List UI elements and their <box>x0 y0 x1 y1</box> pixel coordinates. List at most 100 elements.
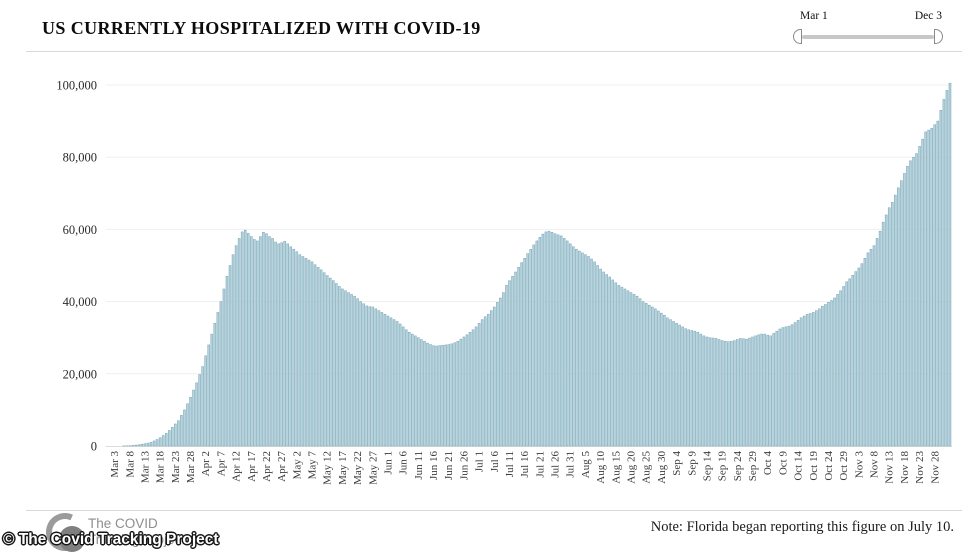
x-tick-label: May 27 <box>367 451 379 485</box>
bar <box>556 234 560 447</box>
bar <box>778 328 782 447</box>
bar <box>517 267 520 447</box>
bar <box>900 180 903 447</box>
bar <box>301 256 305 447</box>
bar <box>444 344 447 447</box>
bar <box>505 285 508 447</box>
bar <box>511 276 514 447</box>
bar <box>353 295 356 447</box>
bar <box>262 232 265 447</box>
bar <box>161 435 165 447</box>
bar <box>332 280 335 447</box>
bar <box>921 138 924 447</box>
bar <box>641 301 645 447</box>
slider-right-handle[interactable] <box>934 29 943 44</box>
bar <box>584 254 587 447</box>
bar <box>158 437 162 447</box>
bar <box>392 319 396 447</box>
y-tick-label: 40,000 <box>63 295 97 309</box>
bar <box>480 319 484 447</box>
y-tick-label: 60,000 <box>63 223 97 237</box>
bar <box>265 233 268 447</box>
bar <box>599 268 602 447</box>
bar <box>681 326 684 447</box>
bar <box>635 295 639 447</box>
bar <box>310 261 314 447</box>
bar <box>760 333 763 447</box>
bar <box>313 264 317 447</box>
bar <box>322 272 326 447</box>
bar <box>748 337 751 447</box>
bar <box>693 330 697 447</box>
bar <box>869 248 873 447</box>
bar <box>304 258 308 447</box>
bar <box>894 194 897 447</box>
bar <box>799 317 803 447</box>
bar <box>711 337 715 447</box>
x-tick-label: Jul 21 <box>534 451 546 478</box>
bar <box>411 333 414 447</box>
bar <box>650 306 654 447</box>
bar <box>407 332 411 447</box>
bar <box>572 246 575 447</box>
bar <box>851 274 855 447</box>
x-tick-label: Mar 13 <box>139 451 151 484</box>
bar <box>638 298 642 447</box>
bar <box>134 444 138 447</box>
bar <box>930 128 934 447</box>
bar <box>316 267 320 447</box>
x-tick-label: Mar 3 <box>109 451 121 478</box>
x-tick-label: Mar 18 <box>155 451 167 484</box>
bar <box>824 304 827 447</box>
bar <box>477 322 481 447</box>
bar <box>183 409 186 447</box>
date-range-slider: Mar 1 Dec 3 <box>792 10 944 48</box>
slider-left-handle[interactable] <box>793 29 802 44</box>
bar <box>666 317 669 447</box>
x-tick-label: Mar 8 <box>124 451 136 478</box>
x-tick-label: Jul 11 <box>504 451 516 477</box>
bar <box>699 333 703 447</box>
slider-track[interactable] <box>802 35 934 39</box>
bar <box>502 292 505 447</box>
bar <box>912 156 915 447</box>
x-tick-label: Oct 4 <box>762 451 774 476</box>
bar <box>736 339 739 447</box>
x-tick-label: May 2 <box>291 451 303 479</box>
bar <box>663 315 666 447</box>
bar <box>815 310 818 447</box>
bar <box>884 214 888 447</box>
bar <box>860 263 864 447</box>
bar <box>702 335 706 447</box>
bar <box>201 366 204 447</box>
bar <box>581 252 584 447</box>
x-tick-label: Jul 31 <box>565 451 577 478</box>
bar <box>231 254 235 447</box>
bar <box>881 221 885 447</box>
x-tick-label: Oct 29 <box>838 451 850 481</box>
bar <box>268 236 271 447</box>
bar <box>152 440 156 447</box>
bar <box>374 308 378 447</box>
bar <box>565 240 569 447</box>
bar <box>593 261 596 447</box>
bar <box>657 310 660 447</box>
bar <box>723 341 727 447</box>
bar <box>383 313 387 447</box>
bar <box>508 280 511 447</box>
bar <box>839 290 842 447</box>
bar <box>733 340 736 447</box>
bar <box>140 443 144 447</box>
bar <box>611 279 615 447</box>
bar <box>447 344 451 447</box>
bar <box>781 327 785 447</box>
bar <box>386 315 390 447</box>
bar <box>544 231 548 447</box>
bar <box>398 323 402 447</box>
bar <box>766 334 769 447</box>
bar <box>489 310 493 447</box>
bar <box>474 326 478 447</box>
bar <box>559 235 563 447</box>
bar <box>821 306 824 447</box>
